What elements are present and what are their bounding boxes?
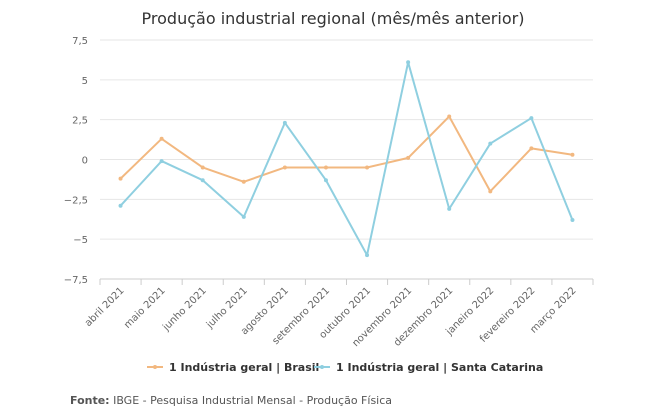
data-point[interactable] [570,218,575,223]
data-point[interactable] [406,60,411,65]
data-point[interactable] [365,253,370,258]
source-label: Fonte: [70,394,110,407]
legend-label: 1 Indústria geral | Santa Catarina [336,361,543,374]
chart-title: Produção industrial regional (mês/mês an… [142,9,525,28]
data-point[interactable] [118,203,123,208]
data-point[interactable] [118,176,123,181]
legend-item[interactable]: 1 Indústria geral | Santa Catarina [314,361,543,374]
data-point[interactable] [488,141,493,146]
data-point[interactable] [200,178,205,183]
y-tick-label: −7,5 [64,275,88,286]
y-tick-label: 0 [82,156,88,167]
data-point[interactable] [241,179,246,184]
data-point[interactable] [447,114,452,119]
data-point[interactable] [488,189,493,194]
data-point[interactable] [365,165,370,170]
series-brasil [118,114,575,194]
y-tick-label: 2,5 [72,116,88,127]
y-tick-label: 5 [82,76,88,87]
data-point[interactable] [200,165,205,170]
y-tick-label: −2,5 [64,195,88,206]
data-point[interactable] [282,120,287,125]
source-note: Fonte: IBGE - Pesquisa Industrial Mensal… [70,394,392,407]
y-tick-label: −5 [73,235,88,246]
data-point[interactable] [159,159,164,164]
legend-marker [153,365,157,369]
data-point[interactable] [323,178,328,183]
legend: 1 Indústria geral | Brasil 1 Indústria ge… [147,361,543,374]
series-santa-catarina [118,60,575,258]
data-point[interactable] [529,146,534,151]
series-line [119,61,574,257]
legend-marker [320,365,324,369]
legend-label: 1 Indústria geral | Brasil [169,361,319,374]
source-text: IBGE - Pesquisa Industrial Mensal - Prod… [113,394,393,407]
data-point[interactable] [159,136,164,141]
data-point[interactable] [323,165,328,170]
gridlines [100,39,593,280]
x-tick-label: junho 2021 [160,285,208,333]
data-point[interactable] [406,155,411,160]
series-line [119,115,574,193]
data-point[interactable] [570,152,575,157]
series-lines [118,60,575,258]
data-point[interactable] [447,206,452,211]
legend-item[interactable]: 1 Indústria geral | Brasil [147,361,319,374]
y-axis: 7,5 5 2,5 0 −2,5 −5 −7,5 [64,36,88,286]
data-point[interactable] [241,214,246,219]
y-tick-label: 7,5 [72,36,88,47]
data-point[interactable] [529,116,534,121]
data-point[interactable] [282,165,287,170]
x-tick-label: abril 2021 [83,285,127,329]
x-tick-label: maio 2021 [122,285,168,331]
